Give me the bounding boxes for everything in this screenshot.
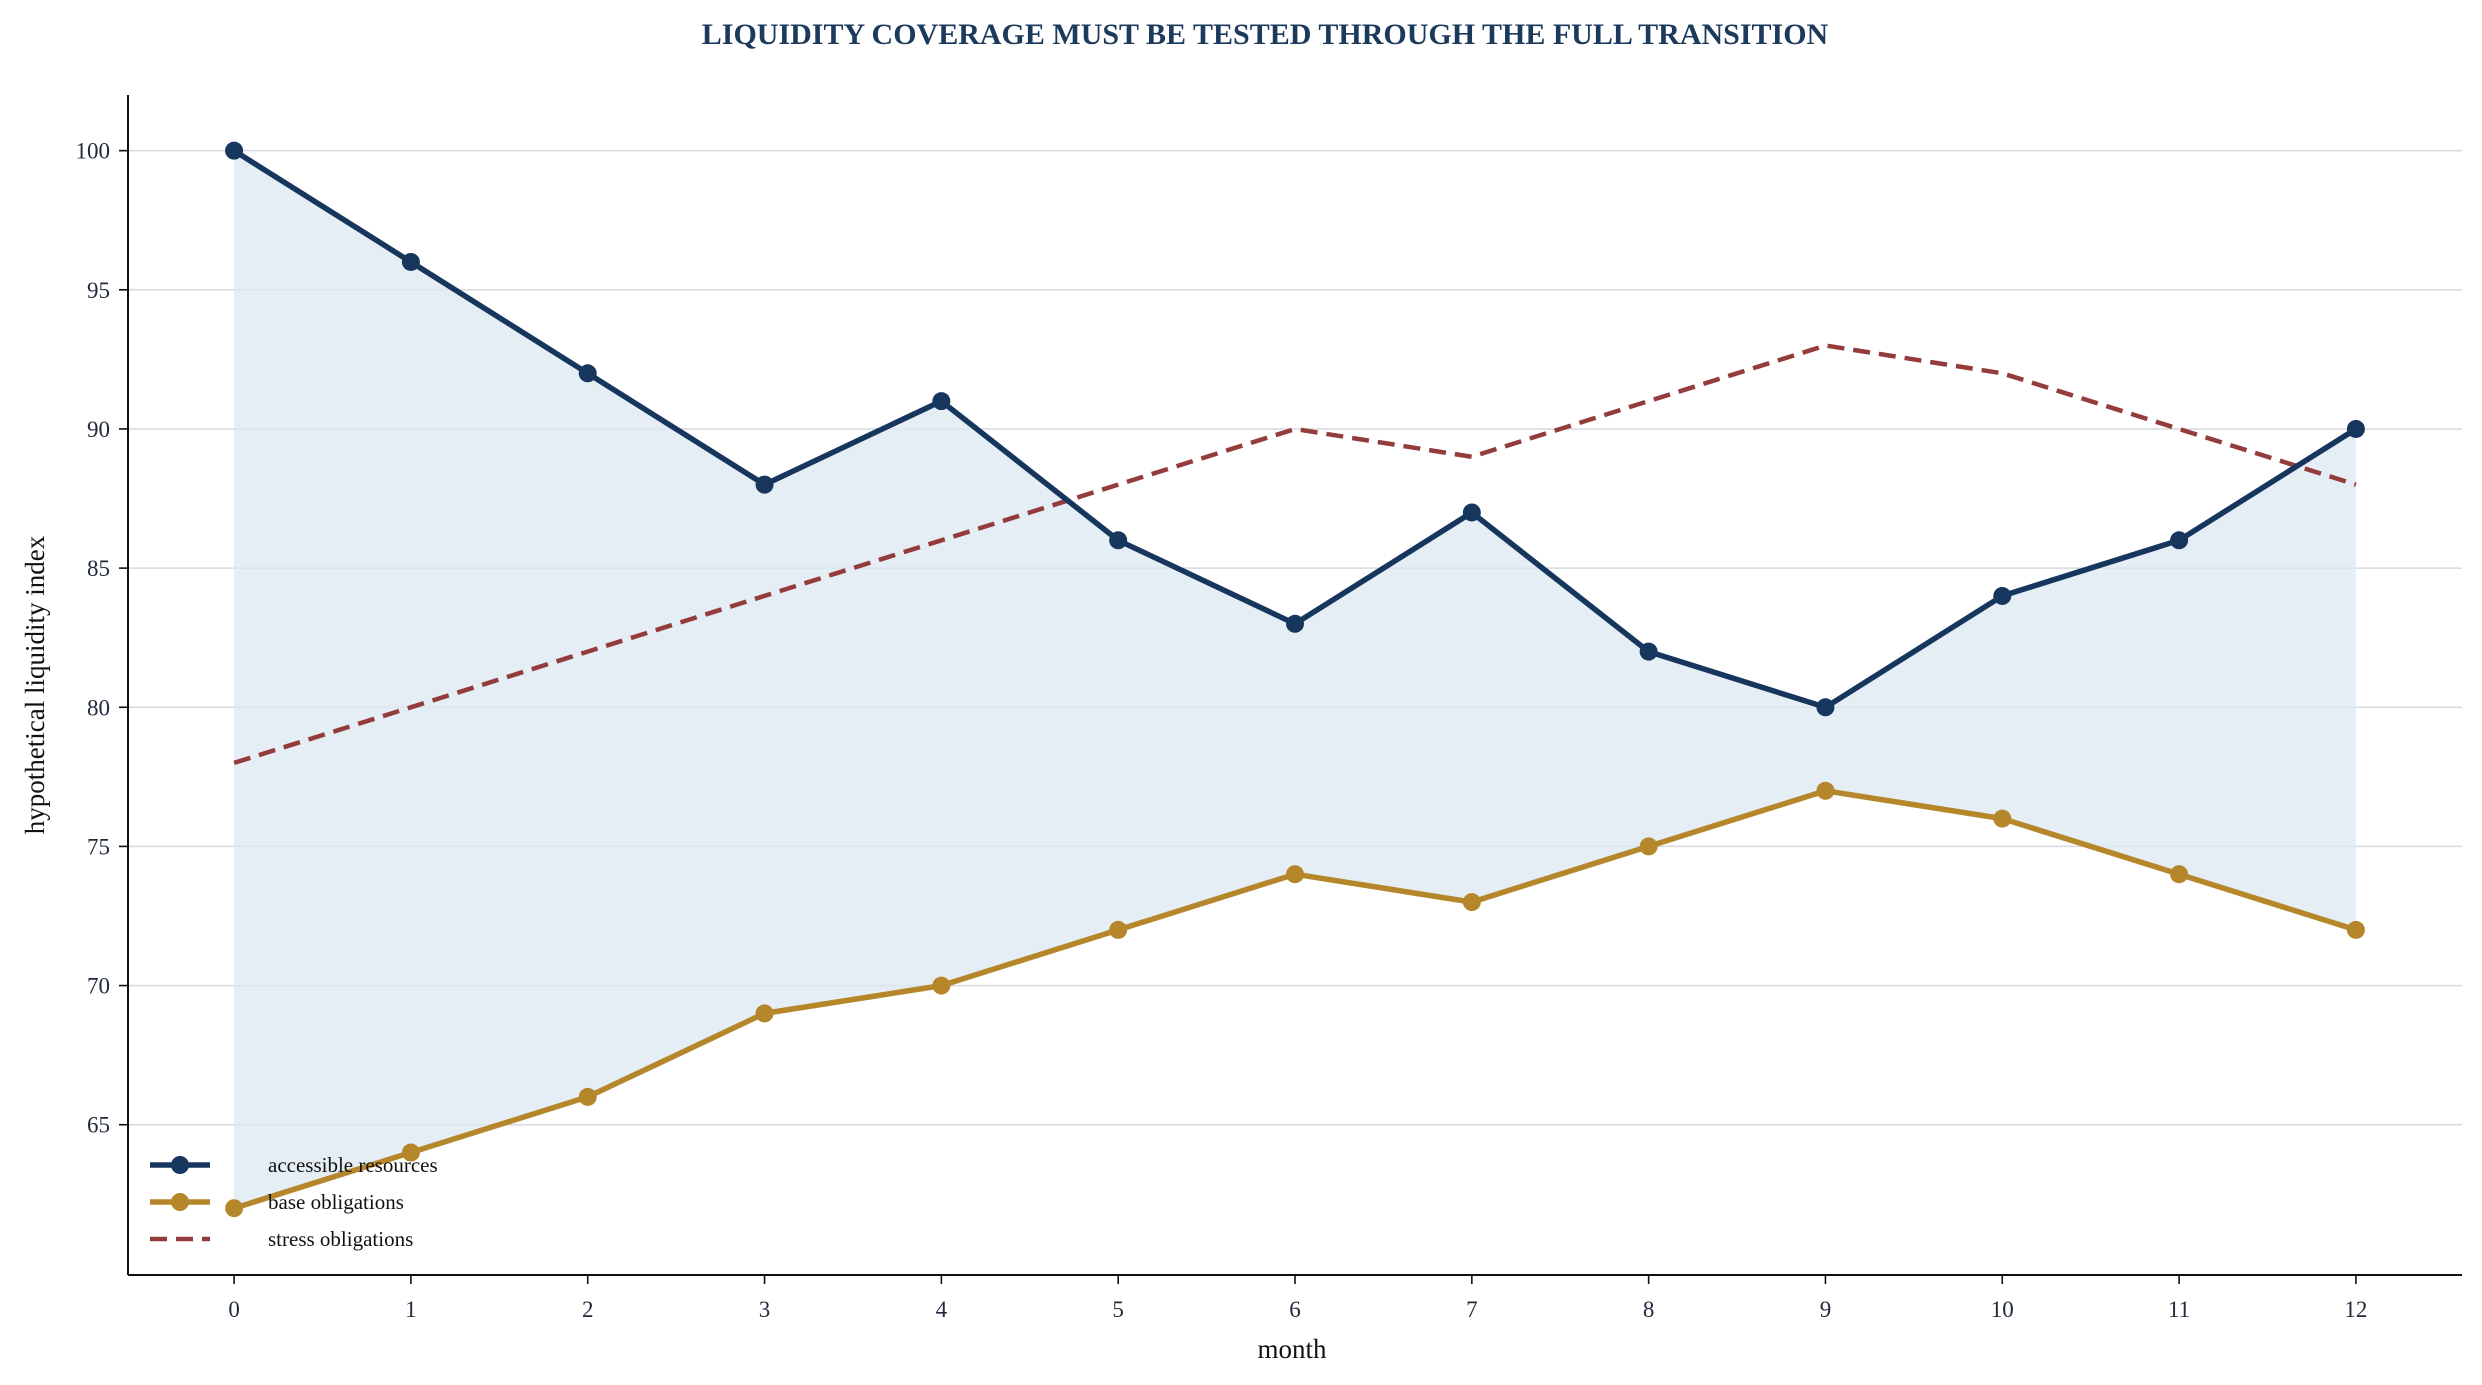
x-tick-label: 10 xyxy=(1991,1297,2014,1322)
legend: accessible resources base obligations stre… xyxy=(150,1153,438,1251)
legend-label-stress-obligations: stress obligations xyxy=(268,1227,413,1251)
y-tick-label: 85 xyxy=(87,556,110,581)
data-point-accessible-resources xyxy=(755,475,774,494)
data-point-base-obligations xyxy=(1286,865,1304,884)
data-point-accessible-resources xyxy=(1816,698,1835,717)
y-tick-label: 95 xyxy=(87,278,110,303)
legend-label-base-obligations: base obligations xyxy=(268,1190,404,1214)
y-axis-label: hypothetical liquidity index xyxy=(20,535,50,834)
series-lines xyxy=(225,141,2365,1218)
data-point-base-obligations xyxy=(401,1143,420,1162)
x-tick-label: 9 xyxy=(1820,1297,1832,1322)
data-point-base-obligations xyxy=(1462,893,1481,912)
data-point-accessible-resources xyxy=(2170,531,2189,550)
data-point-base-obligations xyxy=(2170,865,2189,884)
coverage-band xyxy=(234,150,2356,1209)
x-ticks: 0 1 2 3 4 5 6 7 8 9 10 11 12 xyxy=(228,1275,2367,1322)
x-tick-label: 3 xyxy=(759,1297,771,1322)
data-point-base-obligations xyxy=(225,1199,244,1218)
y-ticks: 65 70 75 80 85 90 95 100 xyxy=(76,139,128,1138)
data-point-accessible-resources xyxy=(1639,642,1658,661)
data-point-base-obligations xyxy=(932,976,951,995)
legend-marker-base-obligations xyxy=(171,1193,189,1211)
data-point-accessible-resources xyxy=(1109,531,1128,550)
y-tick-label: 75 xyxy=(87,834,110,859)
y-tick-label: 100 xyxy=(76,139,111,164)
data-point-base-obligations xyxy=(2346,920,2365,939)
x-tick-label: 4 xyxy=(936,1297,948,1322)
x-tick-label: 5 xyxy=(1112,1297,1124,1322)
data-point-base-obligations xyxy=(755,1004,774,1023)
data-point-base-obligations xyxy=(1816,781,1835,800)
x-tick-label: 1 xyxy=(405,1297,417,1322)
legend-marker-accessible-resources xyxy=(171,1156,189,1174)
x-tick-label: 7 xyxy=(1466,1297,1478,1322)
x-tick-label: 12 xyxy=(2344,1297,2367,1322)
legend-label-accessible-resources: accessible resources xyxy=(268,1153,438,1177)
x-tick-label: 8 xyxy=(1643,1297,1655,1322)
data-point-accessible-resources xyxy=(225,141,244,160)
y-tick-label: 80 xyxy=(87,695,110,720)
series-line-stress-obligations xyxy=(233,343,2357,766)
data-point-accessible-resources xyxy=(932,392,951,411)
data-point-accessible-resources xyxy=(2346,419,2365,438)
y-tick-label: 90 xyxy=(87,417,110,442)
coverage-band-area xyxy=(234,150,2356,1209)
x-tick-label: 0 xyxy=(228,1297,240,1322)
data-point-base-obligations xyxy=(1109,920,1128,939)
data-point-accessible-resources xyxy=(1993,586,2012,605)
x-axis-label: month xyxy=(1257,1334,1327,1364)
data-point-base-obligations xyxy=(1639,837,1658,856)
data-point-base-obligations xyxy=(1993,809,2012,828)
data-point-base-obligations xyxy=(578,1087,597,1106)
data-point-accessible-resources xyxy=(1462,503,1481,522)
data-point-accessible-resources xyxy=(578,364,597,383)
y-tick-label: 70 xyxy=(87,974,110,999)
chart-title: LIQUIDITY COVERAGE MUST BE TESTED THROUG… xyxy=(702,18,1829,51)
x-tick-label: 11 xyxy=(2168,1297,2190,1322)
data-point-accessible-resources xyxy=(1286,614,1304,633)
data-point-accessible-resources xyxy=(401,252,420,271)
x-tick-label: 6 xyxy=(1289,1297,1301,1322)
y-tick-label: 65 xyxy=(87,1113,110,1138)
x-tick-label: 2 xyxy=(582,1297,594,1322)
